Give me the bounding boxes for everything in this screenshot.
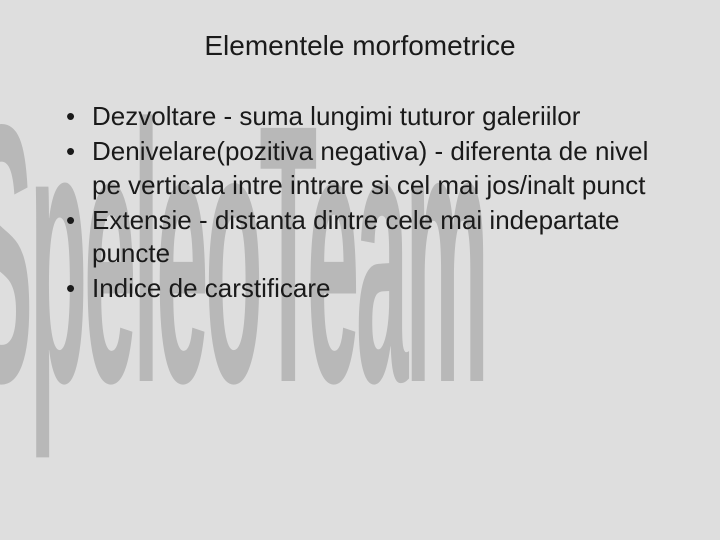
bullet-list: Dezvoltare - suma lungimi tuturor galeri… (50, 100, 670, 306)
slide-content: Elementele morfometrice Dezvoltare - sum… (0, 0, 720, 306)
list-item: Indice de carstificare (72, 272, 670, 305)
list-item: Denivelare(pozitiva negativa) - diferent… (72, 135, 670, 202)
slide-title: Elementele morfometrice (50, 30, 670, 62)
list-item: Dezvoltare - suma lungimi tuturor galeri… (72, 100, 670, 133)
list-item: Extensie - distanta dintre cele mai inde… (72, 204, 670, 271)
